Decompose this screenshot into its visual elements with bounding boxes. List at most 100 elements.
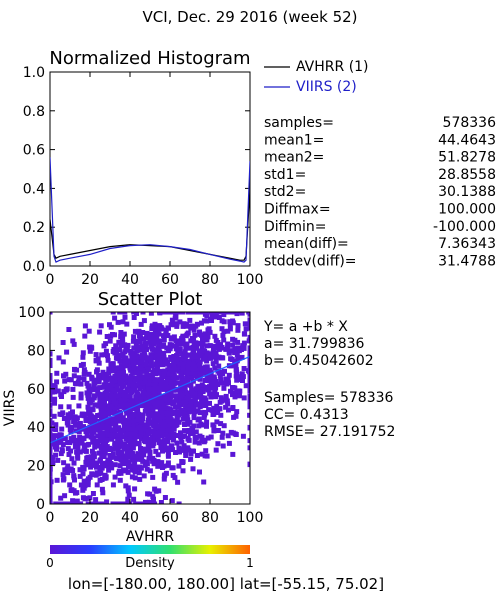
scatter-point [179,411,184,417]
scatter-point [163,327,169,333]
scatter-point [112,428,118,433]
scatter-point [241,395,247,401]
scatter-fit-line [50,355,250,444]
scatter-point [195,394,200,400]
scatter-point [116,501,122,504]
histogram-series [50,157,250,263]
scatter-point [144,461,150,467]
scatter-point [174,321,180,327]
scatter-point [65,470,71,476]
scatter-point [113,343,119,349]
scatter-point [130,445,136,451]
scatter-point [171,354,177,359]
scatter-point [53,427,59,433]
scatter-point [89,431,95,437]
scatter-point [108,436,114,442]
scatter-point [239,354,245,360]
scatter-point [135,401,141,406]
scatter-point [132,459,138,465]
scatter-point [120,376,126,382]
scatter-point [129,441,135,447]
scatter-point [148,381,154,387]
scatter-point [247,404,250,410]
scatter-y-tick-label: 0 [36,497,45,513]
scatter-point [116,442,122,448]
scatter-point [146,366,151,372]
scatter-point [210,361,216,367]
scatter-point [188,451,194,457]
stat-value: 28.8558 [438,167,496,183]
scatter-point [161,473,167,479]
fit-b: b= 0.45042602 [264,353,374,369]
scatter-point [110,432,116,438]
scatter-point [233,362,239,368]
scatter-point [203,397,209,403]
scatter-point [170,401,176,407]
scatter-point [174,440,180,446]
scatter-point [199,345,205,351]
scatter-point [182,349,188,355]
scatter-point [53,501,59,504]
scatter-point [135,412,141,418]
scatter-point [219,318,225,324]
scatter-point [51,436,57,442]
scatter-point [149,324,155,330]
scatter-point [171,426,177,432]
scatter-point [126,492,132,498]
scatter-point [221,385,227,391]
scatter-point [198,403,204,409]
scatter-point [175,338,181,344]
scatter-point [204,419,210,425]
scatter-point [199,320,204,326]
scatter-point [113,424,119,429]
scatter-point [122,362,128,368]
scatter-point [239,312,245,315]
scatter-point [182,414,187,420]
scatter-point [91,451,97,457]
scatter-point [185,395,191,400]
scatter-point [95,439,100,445]
scatter-point [164,361,170,366]
scatter-point [83,448,89,454]
scatter-point [213,385,219,391]
scatter-point [112,350,118,356]
scatter-point [158,500,164,504]
scatter-x-tick-label: 20 [81,510,99,526]
scatter-point [171,431,177,437]
scatter-point [156,353,162,359]
hist-y-tick-label: 0.4 [23,181,45,197]
scatter-point [119,353,125,359]
scatter-point [66,404,72,410]
scatter-point [87,348,93,354]
scatter-point [235,345,241,351]
scatter-point [141,473,147,479]
scatter-point [180,460,185,465]
scatter-panel: Scatter Plot 0 20 40 60 80 100 0 20 40 60 80 100 AV… [2,289,395,545]
scatter-x-tick-label: 100 [237,510,264,526]
scatter-point [61,416,67,421]
scatter-point [146,392,152,398]
hist-y-tick-label: 0.8 [23,104,45,120]
scatter-point [210,354,216,360]
scatter-point [131,345,137,351]
scatter-point [82,323,88,329]
scatter-point [70,498,76,504]
scatter-point [221,312,227,318]
scatter-point [186,375,192,381]
scatter-point [72,477,77,483]
scatter-point [133,370,139,376]
scatter-point [53,452,59,458]
scatter-point [120,370,126,376]
scatter-point [228,363,234,369]
scatter-point [122,417,128,423]
scatter-point [134,407,140,412]
scatter-point [192,312,198,315]
scatter-point [189,425,195,431]
scatter-point [197,469,202,475]
scatter-point [185,378,191,384]
scatter-point [74,415,80,421]
scatter-point [214,419,220,425]
scatter-point [123,427,129,432]
scatter-point [116,339,122,345]
scatter-point [173,346,179,352]
